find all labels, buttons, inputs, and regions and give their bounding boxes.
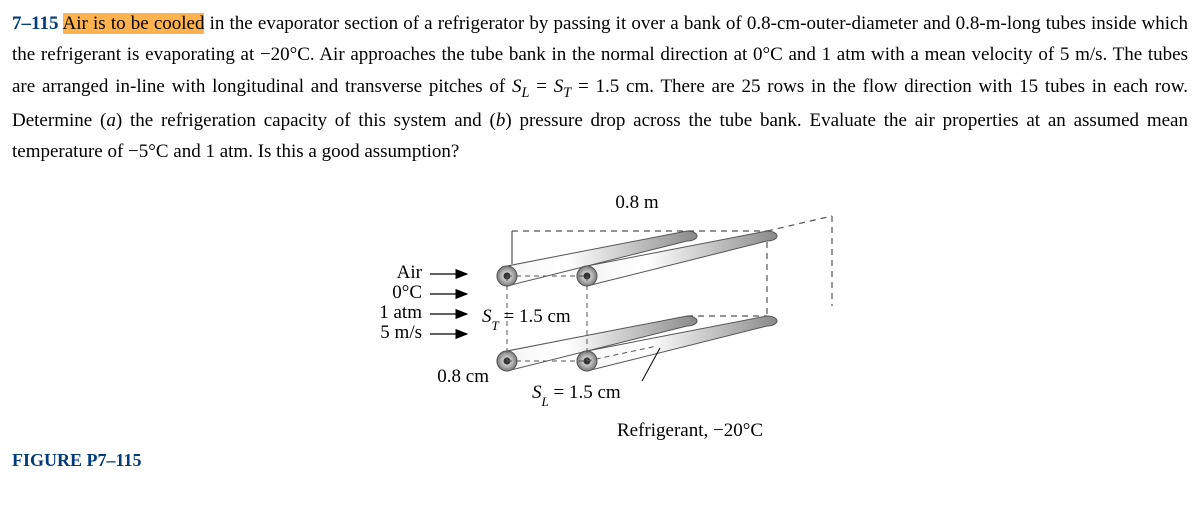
figure-area: 0.8 m <box>12 186 1188 476</box>
eq1: = <box>529 76 553 97</box>
st-label: ST = 1.5 cm <box>482 306 571 333</box>
temp-label: 0°C <box>392 282 422 303</box>
problem-number: 7–115 <box>12 13 58 34</box>
refrig-label: Refrigerant, −20°C <box>617 420 763 441</box>
air-label: Air <box>397 262 423 283</box>
press-label: 1 atm <box>379 302 422 323</box>
part-b-letter: b <box>496 110 506 131</box>
figure-caption: FIGURE P7–115 <box>12 446 142 476</box>
figure-diagram: 0.8 m <box>362 186 882 466</box>
vel-label: 5 m/s <box>380 322 422 343</box>
diam-label: 0.8 cm <box>437 366 489 387</box>
part-a-letter: a <box>106 110 116 131</box>
air-arrows <box>430 274 467 334</box>
st-symbol: ST <box>554 76 571 97</box>
highlighted-phrase: Air is to be cooled <box>63 13 205 34</box>
part-a-text: ) the refrigeration capacity of this sys… <box>116 110 496 131</box>
sl-label: SL = 1.5 cm <box>532 382 621 409</box>
problem-text: 7–115 Air is to be cooled in the evapora… <box>12 8 1188 168</box>
sl-symbol: SL <box>512 76 529 97</box>
top-dim-label: 0.8 m <box>615 192 659 213</box>
